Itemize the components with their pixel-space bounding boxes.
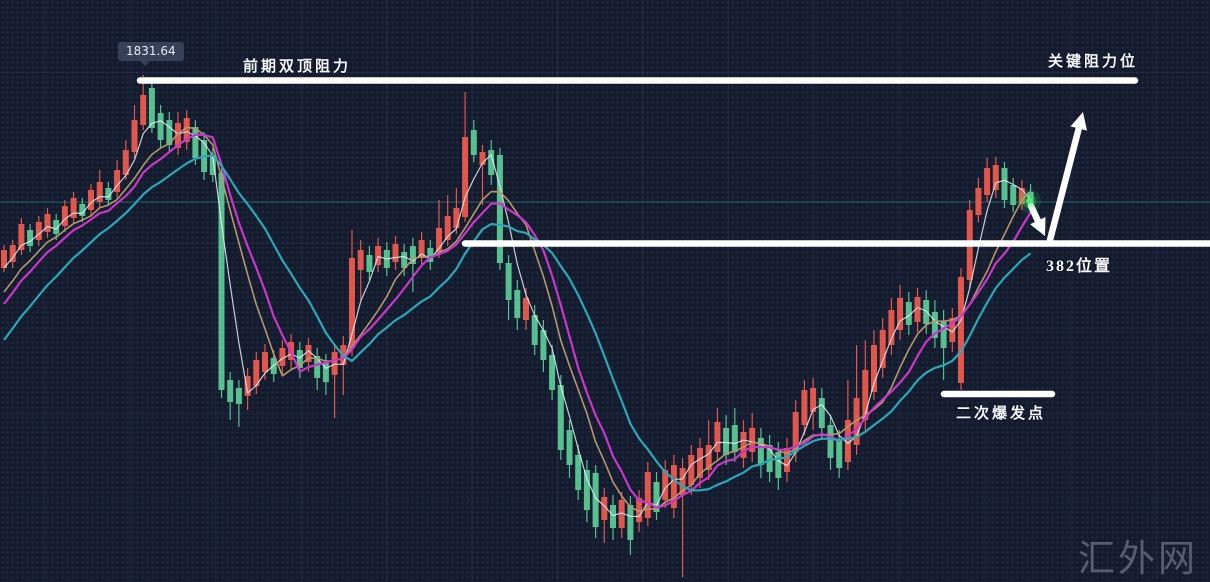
price-glow-marker	[1017, 189, 1041, 213]
resistance-label-left: 前期双顶阻力	[243, 59, 352, 75]
annotation-layer	[136, 77, 1210, 398]
breakout-label: 二次爆发点	[956, 406, 1047, 422]
watermark: 汇外网	[1078, 539, 1198, 580]
resistance-label-right: 关键阻力位	[1048, 54, 1139, 70]
ma-line-MA10	[3, 133, 1032, 509]
arrow-up-head	[1070, 112, 1087, 131]
ma-line-MA8	[3, 126, 1032, 513]
ma-lines-layer	[3, 120, 1032, 518]
peak-price-tooltip: 1831.64	[118, 42, 184, 66]
ma-line-MA16	[3, 154, 1032, 492]
candles-layer	[1, 75, 1034, 577]
arrow-down-head	[1030, 217, 1046, 236]
fib-382-label: 382位置	[1046, 258, 1113, 275]
ma-line-MA4	[3, 120, 1032, 518]
